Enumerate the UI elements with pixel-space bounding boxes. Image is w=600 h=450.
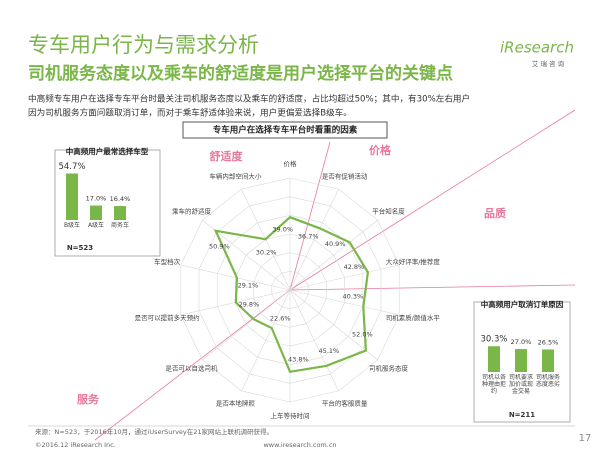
category-text: B级车 — [63, 222, 81, 229]
category-label: B级车 — [63, 222, 81, 229]
radar-title: 专车用户在选择专车平台时看重的因素 — [213, 125, 358, 136]
axis-label: 平台的客服质量 — [322, 399, 368, 408]
group-label: 舒适度 — [210, 149, 244, 163]
logo-cn: 艾 瑞 咨 询 — [532, 59, 565, 68]
spoke — [289, 264, 400, 291]
description: 中高频专车用户在选择专车平台时最关注司机服务态度以及乘车的舒适度，占比均超过50… — [28, 93, 470, 105]
sample-size: N=523 — [67, 244, 93, 252]
copyright: ©2016.12 iResearch Inc. — [35, 441, 116, 449]
value-label: 16.4% — [110, 195, 131, 203]
category-label: 商务车 — [110, 222, 129, 229]
spoke — [202, 289, 291, 361]
category-text: A级车 — [87, 222, 105, 229]
axis-label: 是否有促销活动 — [322, 171, 368, 180]
value-label: 29.1% — [238, 282, 259, 290]
axis-label: 车型档次 — [154, 257, 181, 266]
spoke — [289, 289, 339, 392]
logo: iResearch — [500, 39, 574, 57]
divider — [289, 109, 576, 291]
divider — [289, 284, 576, 291]
value-label: 30.2% — [256, 249, 277, 257]
bar — [488, 346, 500, 372]
spoke — [289, 188, 339, 291]
subtitle: 司机服务态度以及乘车的舒适度是用户选择平台的关键点 — [28, 63, 453, 84]
radar-title-box — [182, 121, 388, 139]
value-label: 29.8% — [239, 301, 260, 309]
category-text: 司机以各种理由拒约 — [482, 374, 506, 395]
category-label: 司机以各种理由拒约 — [482, 374, 506, 395]
sample-size: N=211 — [509, 411, 535, 419]
category-label: 司机服务态度恶劣 — [536, 374, 560, 388]
cancel-title: 中高频用户取消订单原因 — [481, 299, 564, 309]
value-label: 17.0% — [86, 195, 107, 203]
axis-label: 是否本地牌照 — [216, 399, 256, 408]
car-type-box — [54, 149, 161, 257]
value-label: 43.8% — [288, 355, 309, 363]
divider — [94, 289, 291, 441]
value-label: 52.0% — [352, 331, 373, 339]
bar — [515, 349, 527, 372]
value-label: 39.0% — [272, 226, 293, 234]
group-label: 品质 — [484, 206, 506, 220]
title: 专车用户行为与需求分析 — [28, 33, 259, 57]
category-text: 司机要求加价或现金交易 — [509, 374, 533, 395]
spoke — [241, 289, 291, 392]
axis-label: 是否可以提前多天预约 — [135, 313, 200, 322]
group-label: 服务 — [77, 392, 100, 406]
group-label: 价格 — [369, 143, 392, 157]
bar — [542, 349, 554, 372]
value-label: 40.3% — [343, 293, 364, 301]
bar — [114, 206, 126, 220]
category-label: A级车 — [87, 222, 105, 229]
axis-label: 是否可以自选司机 — [165, 364, 218, 373]
divider — [289, 141, 331, 291]
category-text: 司机服务态度恶劣 — [536, 374, 560, 388]
source: 来源：N=523，于2016年10月，通过iUserSurvey在21家网站上联… — [35, 427, 273, 436]
spoke — [180, 264, 291, 291]
value-label: 45.1% — [319, 347, 340, 355]
value-label: 54.7% — [58, 162, 85, 172]
axis-label: 大众好评率/推荐度 — [386, 257, 441, 266]
value-label: 30.3% — [480, 335, 507, 345]
dividers — [94, 109, 576, 441]
radar-line — [213, 215, 370, 374]
spoke — [289, 289, 400, 316]
page-number: 17 — [579, 433, 592, 444]
axis-label: 平台知名度 — [372, 206, 405, 215]
axis-label: 司机服务态度 — [369, 364, 409, 373]
category-text: 商务车 — [110, 222, 129, 229]
axis-label: 乘车的舒适度 — [172, 206, 212, 215]
category-label: 司机要求加价或现金交易 — [509, 374, 533, 395]
value-label: 26.5% — [538, 338, 559, 346]
axis-label: 上车等待时间 — [271, 411, 310, 420]
spoke — [289, 219, 378, 291]
value-label: 36.7% — [298, 233, 319, 241]
bar — [66, 173, 78, 220]
description: 因为司机服务方面问题取消订单，而对于乘车舒适体验来说，用户更偏爱选择B级车。 — [28, 107, 352, 119]
spoke — [289, 289, 378, 361]
value-label: 40.9% — [325, 240, 346, 248]
car-type-title: 中高频用户最常选择车型 — [66, 146, 149, 156]
value-label: 50.9% — [209, 242, 230, 250]
value-label: 22.6% — [270, 315, 291, 323]
url: www.iresearch.com.cn — [263, 441, 336, 449]
axis-label: 价格 — [284, 159, 298, 168]
value-label: 27.0% — [511, 338, 532, 346]
bar — [90, 205, 102, 220]
axis-label: 司机素质/颜值水平 — [386, 313, 441, 322]
axis-label: 车辆内部空间大小 — [209, 171, 262, 180]
value-label: 42.8% — [344, 263, 365, 271]
